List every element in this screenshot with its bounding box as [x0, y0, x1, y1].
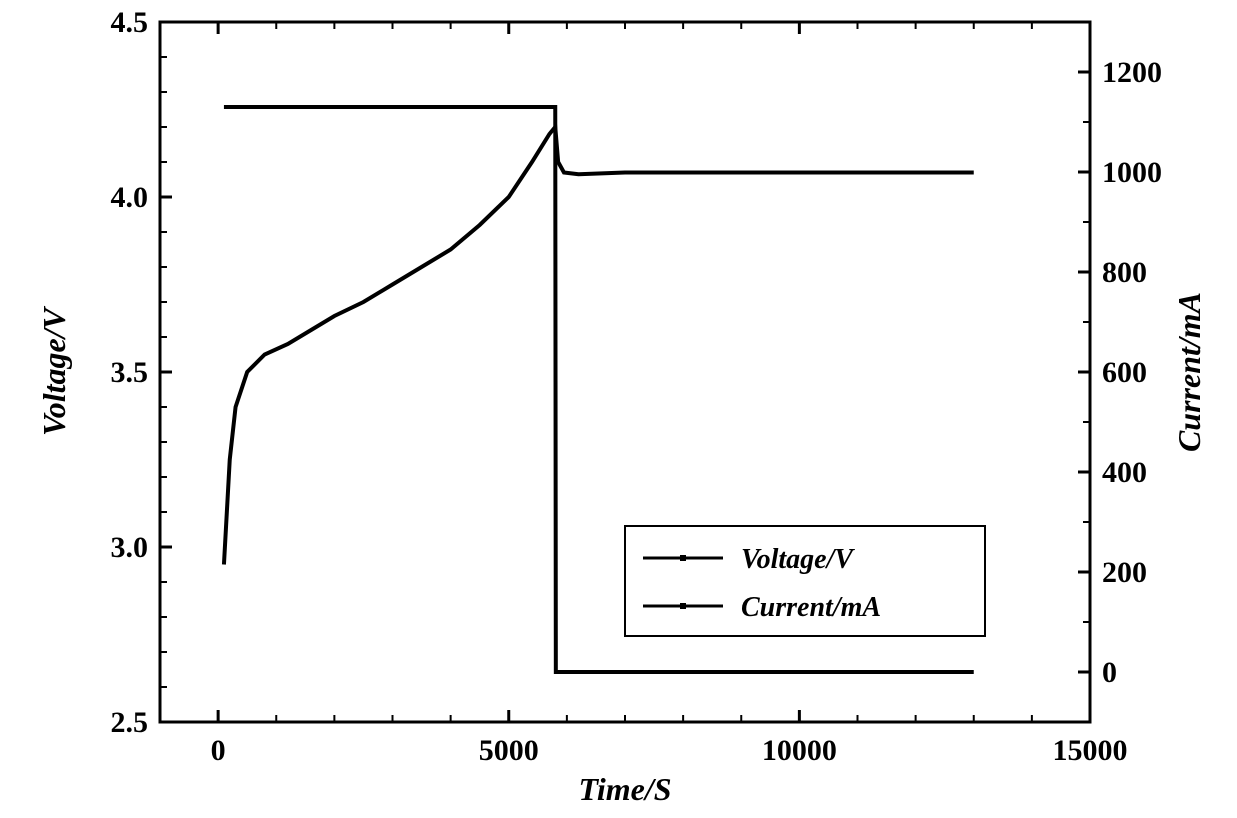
y-right-tick-label: 800 [1102, 256, 1147, 289]
y-right-tick-label: 1200 [1102, 56, 1162, 89]
x-tick-label: 0 [211, 734, 226, 767]
legend-label: Voltage/V [741, 544, 855, 575]
x-tick-label: 10000 [762, 734, 837, 767]
legend-swatch-marker [680, 603, 686, 609]
x-tick-label: 5000 [479, 734, 539, 767]
y-right-tick-label: 600 [1102, 356, 1147, 389]
y-right-tick-label: 0 [1102, 656, 1117, 689]
legend-label: Current/mA [741, 592, 881, 623]
y-left-tick-label: 4.5 [111, 6, 149, 39]
legend-swatch-marker [680, 555, 686, 561]
y-left-tick-label: 2.5 [111, 706, 149, 739]
y-right-axis-label: Current/mA [1171, 292, 1207, 452]
chart-container: 050001000015000Time/S2.53.03.54.04.5Volt… [0, 0, 1237, 818]
dual-axis-line-chart: 050001000015000Time/S2.53.03.54.04.5Volt… [0, 0, 1237, 818]
y-left-tick-label: 4.0 [111, 181, 149, 214]
x-axis-label: Time/S [578, 771, 671, 807]
x-tick-label: 15000 [1053, 734, 1128, 767]
y-left-tick-label: 3.5 [111, 356, 149, 389]
y-left-tick-label: 3.0 [111, 531, 149, 564]
y-right-tick-label: 200 [1102, 556, 1147, 589]
y-right-tick-label: 400 [1102, 456, 1147, 489]
y-right-tick-label: 1000 [1102, 156, 1162, 189]
y-left-axis-label: Voltage/V [36, 305, 72, 436]
